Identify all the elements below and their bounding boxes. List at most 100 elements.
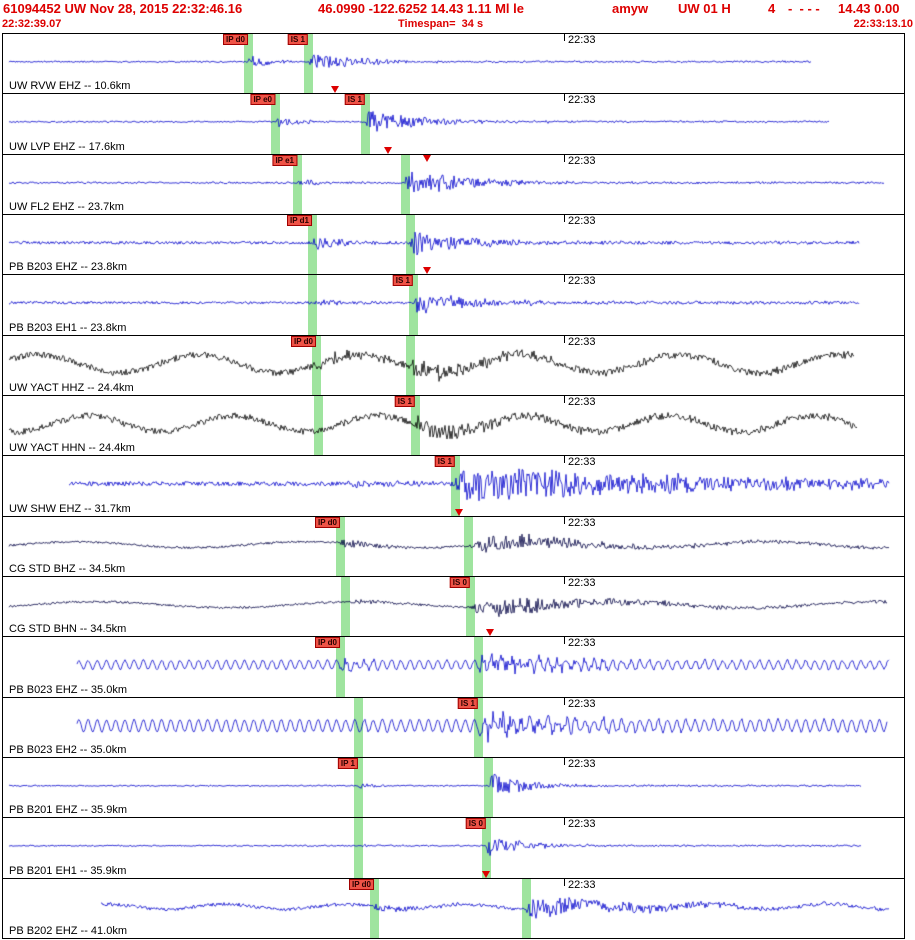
station-label: PB B201 EH1 -- 35.9km xyxy=(9,864,127,877)
minute-tick xyxy=(564,757,565,765)
minute-label: 22:33 xyxy=(568,456,596,469)
minute-label: 22:33 xyxy=(568,214,596,227)
phase-pick-flag[interactable]: IP d0 xyxy=(349,878,374,890)
station-label: CG STD BHN -- 34.5km xyxy=(9,623,127,636)
waveform-canvas[interactable] xyxy=(3,637,904,697)
minute-tick xyxy=(564,395,565,403)
arrival-marker-icon xyxy=(486,629,494,637)
minute-label: 22:33 xyxy=(568,818,596,831)
minute-tick xyxy=(564,214,565,222)
trace-panel: 22:33 IP 1 PB B201 EHZ -- 35.9km xyxy=(3,757,904,819)
trace-panel: 22:33 IP d1 PB B203 EHZ -- 23.8km xyxy=(3,214,904,276)
waveform-canvas[interactable] xyxy=(3,34,904,93)
phase-pick-flag[interactable]: IP d0 xyxy=(291,335,316,347)
trace-panel: 22:33 IP d0 IS 1 UW RVW EHZ -- 10.6km xyxy=(3,34,904,95)
waveform-canvas[interactable] xyxy=(3,154,904,214)
phase-pick-flag[interactable]: IS 1 xyxy=(394,395,415,407)
minute-label: 22:33 xyxy=(568,335,596,348)
minute-tick xyxy=(564,34,565,41)
waveform-canvas[interactable] xyxy=(3,697,904,757)
event-summary-segment: UW 01 H xyxy=(678,1,731,16)
waveform-canvas[interactable] xyxy=(3,516,904,576)
phase-pick-flag[interactable]: IP d0 xyxy=(223,34,248,45)
trace-panel: 22:33 IP d0 CG STD BHZ -- 34.5km xyxy=(3,516,904,577)
waveform-canvas[interactable] xyxy=(3,818,904,878)
waveform-canvas[interactable] xyxy=(3,757,904,817)
event-summary-segment: 61094452 UW Nov 28, 2015 22:32:46.16 xyxy=(3,1,243,16)
trace-panel: 22:33 IS 1 UW YACT HHN -- 24.4km xyxy=(3,395,904,457)
station-label: PB B201 EHZ -- 35.9km xyxy=(9,804,127,817)
station-label: PB B023 EHZ -- 35.0km xyxy=(9,683,127,696)
trace-panel: 22:33 IS 0 PB B201 EH1 -- 35.9km xyxy=(3,818,904,879)
phase-pick-flag[interactable]: IS 0 xyxy=(449,576,470,588)
waveform-canvas[interactable] xyxy=(3,94,904,154)
waveform-canvas[interactable] xyxy=(3,335,904,395)
minute-tick xyxy=(564,335,565,343)
waveform-canvas[interactable] xyxy=(3,275,904,335)
window-start-time: 22:32:39.07 xyxy=(2,18,62,30)
trace-panel: 22:33 IS 1 PB B023 EH2 -- 35.0km xyxy=(3,697,904,758)
trace-panel: 22:33 IS 1 PB B203 EH1 -- 23.8km xyxy=(3,275,904,336)
arrival-marker-icon xyxy=(455,508,463,516)
waveform-canvas[interactable] xyxy=(3,395,904,455)
minute-label: 22:33 xyxy=(568,697,596,710)
station-label: CG STD BHZ -- 34.5km xyxy=(9,562,126,575)
station-label: PB B023 EH2 -- 35.0km xyxy=(9,743,127,756)
station-label: UW LVP EHZ -- 17.6km xyxy=(9,140,125,153)
waveform-canvas[interactable] xyxy=(3,214,904,274)
minute-tick xyxy=(564,878,565,886)
minute-label: 22:33 xyxy=(568,94,596,107)
arrival-marker-icon xyxy=(482,870,490,878)
trace-panel: 22:33 IP e0 IS 1 UW LVP EHZ -- 17.6km xyxy=(3,94,904,155)
minute-tick xyxy=(564,697,565,705)
arrival-marker-icon xyxy=(331,86,339,94)
event-summary-segment: 14.43 0.00 xyxy=(838,1,900,16)
station-label: PB B203 EH1 -- 23.8km xyxy=(9,321,127,334)
phase-pick-flag[interactable]: IP d0 xyxy=(315,637,340,649)
station-label: UW YACT HHN -- 24.4km xyxy=(9,442,135,455)
station-label: PB B202 EHZ -- 41.0km xyxy=(9,924,127,937)
minute-tick xyxy=(564,456,565,464)
trace-panel: 22:33 IP d0 UW YACT HHZ -- 24.4km xyxy=(3,335,904,396)
minute-label: 22:33 xyxy=(568,516,596,529)
minute-label: 22:33 xyxy=(568,154,596,167)
window-end-time: 22:33:13.10 xyxy=(853,18,913,30)
minute-label: 22:33 xyxy=(568,275,596,288)
phase-pick-flag[interactable]: IS 1 xyxy=(457,697,478,709)
event-header: 61094452 UW Nov 28, 2015 22:32:46.16 46.0… xyxy=(0,0,915,33)
phase-pick-flag[interactable]: IP d0 xyxy=(315,516,340,528)
minute-tick xyxy=(564,154,565,162)
event-summary-segment: amyw xyxy=(612,1,649,16)
phase-pick-flag[interactable]: IP e1 xyxy=(272,154,297,166)
phase-pick-flag[interactable]: IS 0 xyxy=(465,818,486,830)
arrival-marker-icon xyxy=(384,146,392,154)
minute-label: 22:33 xyxy=(568,757,596,770)
station-label: UW RVW EHZ -- 10.6km xyxy=(9,80,131,93)
event-summary-segment: 46.0990 -122.6252 14.43 1.11 Ml le xyxy=(318,1,525,16)
minute-label: 22:33 xyxy=(568,395,596,408)
trace-panel: 22:33 IP d0 PB B202 EHZ -- 41.0km xyxy=(3,878,904,938)
arrival-marker-icon xyxy=(423,267,431,275)
trace-panel: 22:33 IS 0 CG STD BHN -- 34.5km xyxy=(3,576,904,638)
minute-label: 22:33 xyxy=(568,34,596,46)
phase-pick-flag[interactable]: IP 1 xyxy=(337,757,358,769)
waveform-canvas[interactable] xyxy=(3,878,904,938)
trace-panel: 22:33 IS 1 UW SHW EHZ -- 31.7km xyxy=(3,456,904,517)
minute-tick xyxy=(564,576,565,584)
event-summary-segment: 4 xyxy=(768,1,776,16)
phase-pick-flag[interactable]: IP e0 xyxy=(250,94,275,106)
minute-tick xyxy=(564,637,565,645)
phase-pick-flag[interactable]: IS 1 xyxy=(392,275,413,287)
phase-pick-flag[interactable]: IS 1 xyxy=(344,94,365,106)
phase-pick-flag[interactable]: IP d1 xyxy=(287,214,312,226)
event-summary-segment: - - - - xyxy=(788,1,820,16)
station-label: UW SHW EHZ -- 31.7km xyxy=(9,502,131,515)
phase-pick-flag[interactable]: IS 1 xyxy=(287,34,308,45)
station-label: PB B203 EHZ -- 23.8km xyxy=(9,261,127,274)
trace-panel: 22:33 IP d0 PB B023 EHZ -- 35.0km xyxy=(3,637,904,698)
timespan-label: Timespan= 34 s xyxy=(398,18,484,30)
phase-pick-flag[interactable]: IS 1 xyxy=(434,456,455,468)
minute-label: 22:33 xyxy=(568,637,596,650)
trace-panel: 22:33 IP e1 UW FL2 EHZ -- 23.7km xyxy=(3,154,904,215)
minute-tick xyxy=(564,94,565,102)
